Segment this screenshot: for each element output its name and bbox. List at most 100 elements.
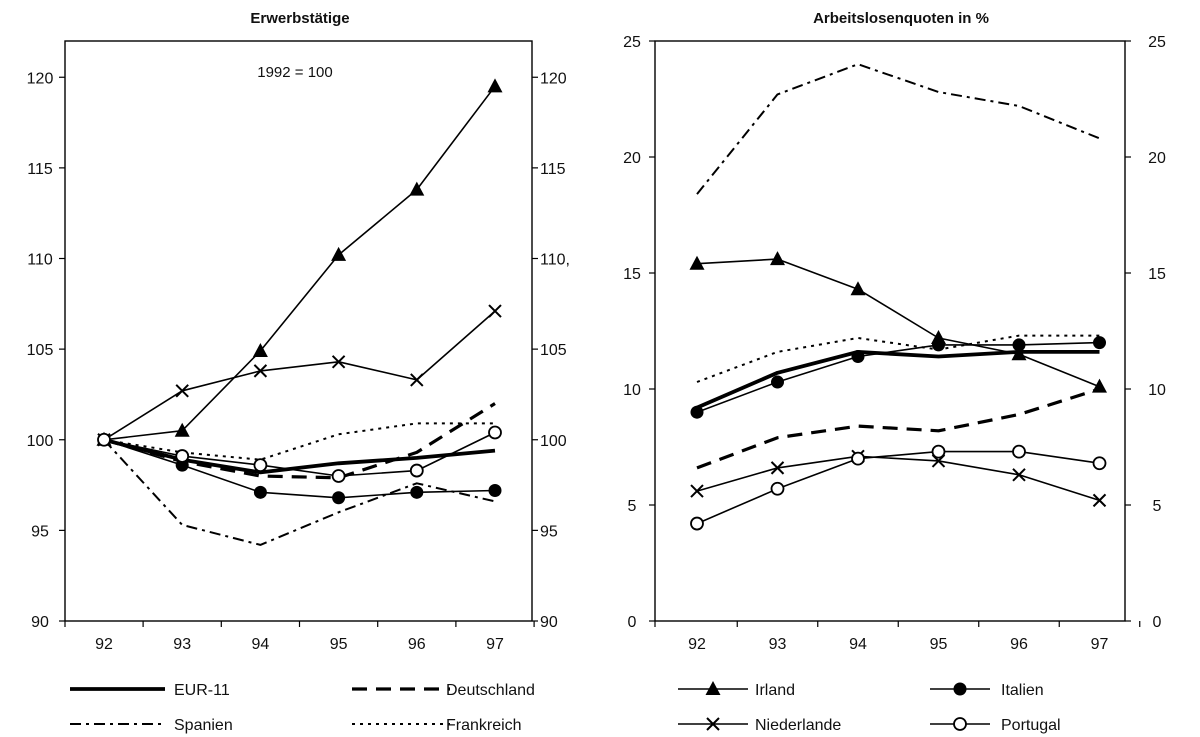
data-point-portugal xyxy=(175,449,190,463)
series-line-deutschland xyxy=(696,387,1100,470)
y-tick-label-right: 15 xyxy=(1148,266,1166,283)
legend-item-italien: Italien xyxy=(930,682,1044,699)
series-deutschland xyxy=(103,402,496,480)
x-tick-label: 96 xyxy=(408,636,426,653)
y-tick-label-right: 120 xyxy=(540,70,567,87)
legend-item-frankreich: Frankreich xyxy=(352,717,522,734)
series-line-niederlande xyxy=(103,310,496,441)
data-point-irland xyxy=(850,281,866,296)
series-line-frankreich xyxy=(696,334,1100,383)
data-point-niederlande xyxy=(770,461,785,475)
data-point-portugal xyxy=(97,432,111,447)
y-tick-label-left: 20 xyxy=(623,150,641,167)
data-point-portugal xyxy=(488,425,502,440)
y-tick-label-right: 110, xyxy=(540,252,570,269)
legend-marker xyxy=(705,681,721,695)
data-point-italien xyxy=(932,338,945,352)
data-point-portugal xyxy=(331,469,346,483)
data-point-niederlande xyxy=(1092,493,1107,508)
legend-label: Frankreich xyxy=(446,717,522,734)
legend-label: Deutschland xyxy=(446,682,535,699)
series-portugal xyxy=(97,425,502,483)
series-niederlande xyxy=(97,304,502,447)
chart-arbeitslosenquoten: Arbeitslosenquoten in % 0 0 5 5 10 10 15 15 20 20… xyxy=(623,10,1166,653)
y-tick-label-right: 115 xyxy=(540,161,566,178)
data-point-niederlande xyxy=(175,384,189,398)
data-point-irland xyxy=(689,255,705,270)
series-deutschland xyxy=(696,387,1100,470)
data-point-niederlande xyxy=(331,355,346,369)
x-tick-label: 95 xyxy=(930,636,948,653)
series-line-frankreich xyxy=(103,422,495,461)
x-tick-label: 95 xyxy=(330,636,348,653)
y-tick-label-right: 105 xyxy=(540,342,567,359)
data-point-irland xyxy=(409,181,425,196)
data-point-portugal xyxy=(409,463,424,478)
x-tick-label: 97 xyxy=(1091,636,1109,653)
x-tick-label: 94 xyxy=(252,636,270,653)
data-point-irland xyxy=(487,78,503,93)
data-point-italien xyxy=(690,405,704,419)
y-tick-label-left: 0 xyxy=(628,614,637,631)
y-tick-label-right: 95 xyxy=(540,523,558,540)
data-point-niederlande xyxy=(1012,468,1026,482)
y-tick-label-left: 115 xyxy=(27,161,53,178)
data-point-portugal xyxy=(931,444,946,459)
y-tick-label-right: 0 xyxy=(1153,614,1162,631)
data-point-italien xyxy=(332,491,346,505)
series-frankreich xyxy=(103,422,495,461)
data-point-italien xyxy=(253,485,267,499)
data-point-niederlande xyxy=(410,373,424,387)
series-line-spanien xyxy=(103,439,496,546)
series-line-deutschland xyxy=(103,402,496,480)
series-niederlande xyxy=(690,449,1107,508)
data-point-portugal xyxy=(1012,444,1026,459)
data-point-italien xyxy=(410,485,424,499)
legend: EUR-11 Deutschland Spanien Frankreich Irland… xyxy=(70,681,1061,734)
legend-label: EUR-11 xyxy=(174,682,230,699)
x-tick-label: 94 xyxy=(849,636,867,653)
data-point-niederlande xyxy=(690,484,704,498)
series-line-portugal xyxy=(696,450,1100,525)
y-tick-label-right: 20 xyxy=(1148,150,1166,167)
data-point-portugal xyxy=(690,516,704,531)
series-line-niederlande xyxy=(696,455,1100,502)
data-point-italien xyxy=(488,484,502,497)
series-irland xyxy=(689,251,1107,393)
series-frankreich xyxy=(696,334,1100,383)
y-tick-label-left: 5 xyxy=(628,498,637,515)
series-spanien xyxy=(696,63,1100,195)
data-point-irland xyxy=(331,246,347,261)
y-tick-label-right: 100 xyxy=(540,433,567,450)
x-tick-label: 96 xyxy=(1010,636,1028,653)
series-italien xyxy=(97,433,502,505)
y-tick-label-left: 120 xyxy=(27,70,54,87)
y-tick-label-left: 15 xyxy=(623,266,641,283)
data-point-irland xyxy=(252,342,268,357)
y-tick-label-right: 10 xyxy=(1148,382,1166,399)
legend-item-portugal: Portugal xyxy=(930,717,1061,734)
series-portugal xyxy=(690,444,1107,531)
data-point-italien xyxy=(851,350,865,364)
legend-label: Niederlande xyxy=(755,717,841,734)
legend-label: Portugal xyxy=(1001,717,1061,734)
series-spanien xyxy=(103,439,496,546)
series-line-irland xyxy=(696,258,1100,388)
plot-frame-right xyxy=(654,40,1126,622)
series-italien xyxy=(690,336,1106,419)
data-point-irland xyxy=(1011,346,1027,361)
legend-marker xyxy=(953,682,967,696)
data-point-italien xyxy=(1012,338,1026,352)
data-point-irland xyxy=(174,422,190,437)
chart-erwerbstaetige: Erwerbstätige 1992 = 100 90 90 95 95 100 100 1… xyxy=(27,10,570,653)
data-point-irland xyxy=(770,251,785,266)
chart-title-erwerbstaetige: Erwerbstätige xyxy=(250,10,349,27)
series-eur-11 xyxy=(696,349,1100,410)
series-line-spanien xyxy=(696,63,1100,195)
legend-item-deutschland: Deutschland xyxy=(352,682,535,699)
series-eur-11 xyxy=(103,437,496,475)
series-line-eur-11 xyxy=(103,437,496,475)
data-point-italien xyxy=(1093,336,1106,350)
chart-title-arbeitslosenquoten: Arbeitslosenquoten in % xyxy=(813,10,989,27)
y-tick-label-right: 25 xyxy=(1148,34,1166,51)
